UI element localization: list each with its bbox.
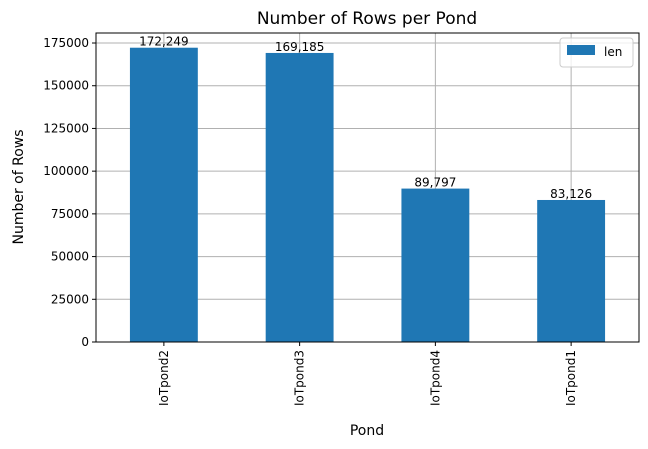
y-tick-label: 25000 — [51, 292, 89, 306]
x-tick-label: IoTpond4 — [428, 350, 442, 406]
y-tick-label: 50000 — [51, 250, 89, 264]
bar-value-label: 89,797 — [414, 176, 456, 190]
legend-swatch — [567, 45, 595, 55]
bar-value-label: 172,249 — [139, 35, 189, 49]
y-tick-label: 100000 — [43, 164, 89, 178]
legend-label: len — [604, 45, 622, 59]
x-axis-ticks: IoTpond2 IoTpond3 IoTpond4 IoTpond1 — [157, 342, 578, 406]
bar — [537, 199, 606, 342]
data-labels: 172,249 169,185 89,797 83,126 — [139, 35, 592, 201]
chart-title: Number of Rows per Pond — [257, 9, 477, 29]
x-tick-label: IoTpond3 — [293, 350, 307, 406]
y-tick-label: 150000 — [43, 79, 89, 93]
legend: len — [559, 37, 634, 68]
y-tick-label: 125000 — [43, 121, 89, 135]
bar-value-label: 169,185 — [275, 40, 325, 54]
plot-frame — [95, 32, 640, 343]
bars — [129, 47, 606, 342]
x-axis-title: Pond — [350, 423, 384, 439]
bar-value-label: 83,126 — [550, 187, 592, 201]
y-axis-ticks: 0 25000 50000 75000 100000 125000 150000 175000 — [43, 36, 96, 349]
x-tick-label: IoTpond2 — [157, 350, 171, 406]
x-tick-label: IoTpond1 — [564, 350, 578, 406]
y-tick-label: 75000 — [51, 207, 89, 221]
bar — [129, 47, 198, 342]
y-tick-label: 175000 — [43, 36, 89, 50]
y-axis-title: Number of Rows — [11, 129, 27, 244]
bar — [401, 188, 470, 342]
y-tick-label: 0 — [81, 335, 89, 349]
bar — [265, 52, 334, 342]
